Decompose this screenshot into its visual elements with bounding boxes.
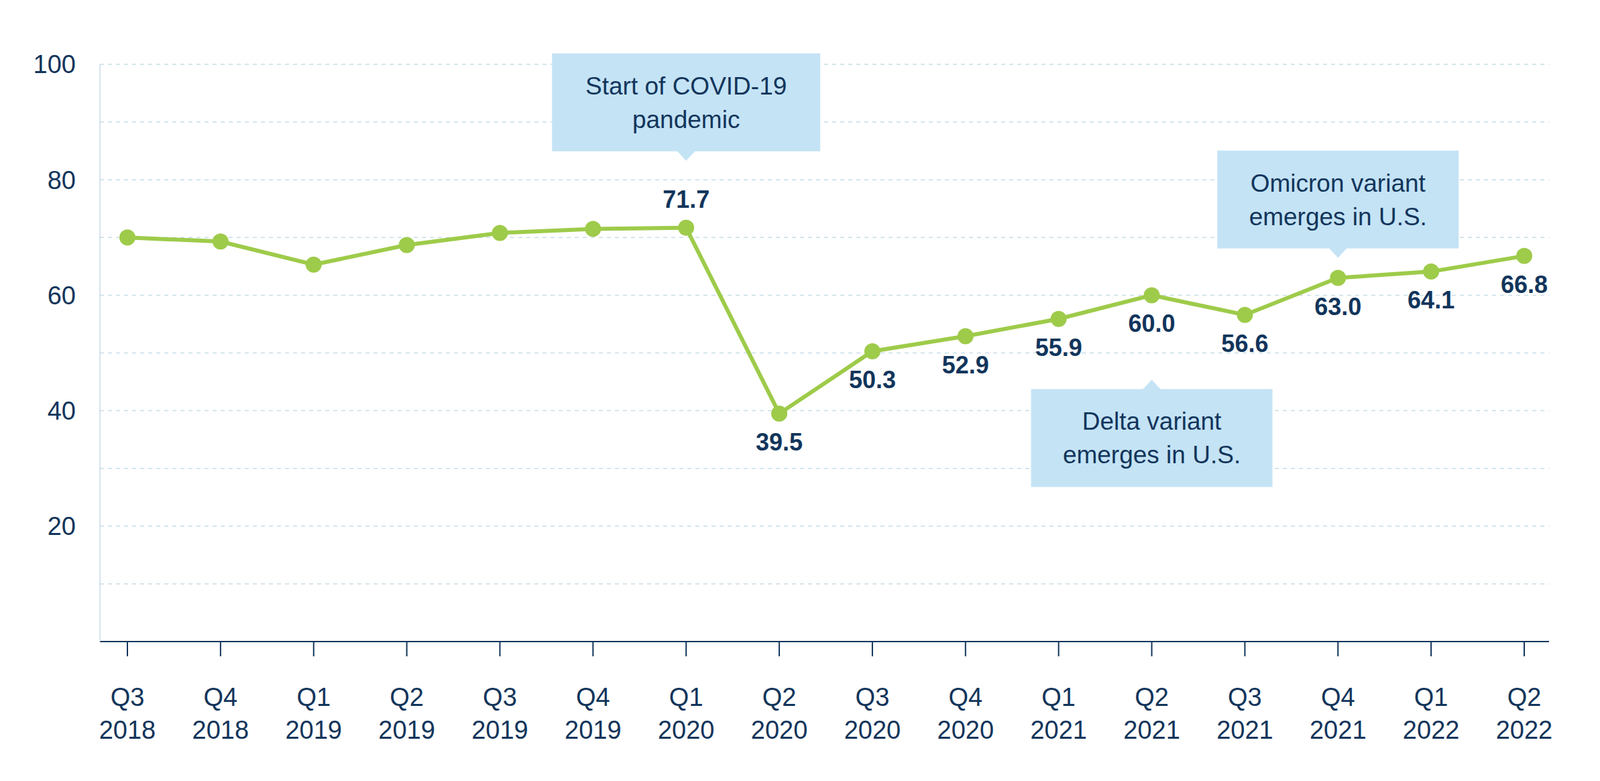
svg-text:Q12021: Q12021	[1030, 683, 1088, 745]
svg-text:Q32021: Q32021	[1216, 683, 1274, 745]
svg-text:Q42018: Q42018	[192, 683, 250, 745]
svg-text:Q42020: Q42020	[937, 683, 995, 745]
svg-text:Q22021: Q22021	[1123, 683, 1181, 745]
svg-text:Q32020: Q32020	[844, 683, 902, 745]
svg-text:80: 80	[47, 166, 76, 195]
svg-text:Q12022: Q12022	[1402, 683, 1460, 745]
svg-text:60: 60	[47, 281, 76, 310]
svg-text:Delta variantemerges in U.S.: Delta variantemerges in U.S.	[1062, 407, 1241, 469]
svg-text:63.0: 63.0	[1314, 293, 1362, 321]
svg-text:55.9: 55.9	[1035, 333, 1083, 362]
svg-text:Start of COVID-19pandemic: Start of COVID-19pandemic	[585, 72, 787, 134]
svg-text:40: 40	[47, 396, 76, 426]
svg-text:64.1: 64.1	[1407, 286, 1455, 314]
svg-text:71.7: 71.7	[662, 185, 710, 214]
svg-text:50.3: 50.3	[848, 366, 896, 394]
svg-text:Q22019: Q22019	[378, 683, 436, 745]
svg-text:Q42019: Q42019	[564, 683, 622, 745]
svg-text:66.8: 66.8	[1500, 270, 1548, 299]
svg-text:Q12019: Q12019	[284, 683, 342, 745]
svg-text:20: 20	[47, 512, 76, 541]
svg-text:60.0: 60.0	[1127, 309, 1175, 338]
svg-text:100: 100	[33, 50, 76, 79]
svg-text:52.9: 52.9	[942, 351, 990, 379]
svg-text:39.5: 39.5	[755, 428, 803, 456]
svg-text:Q22022: Q22022	[1496, 683, 1554, 745]
svg-text:Q32019: Q32019	[471, 683, 529, 745]
svg-text:Q32018: Q32018	[99, 683, 157, 745]
svg-text:Omicron variantemerges in U.S.: Omicron variantemerges in U.S.	[1249, 169, 1427, 231]
svg-text:56.6: 56.6	[1221, 329, 1269, 358]
svg-text:Q12020: Q12020	[657, 683, 715, 745]
svg-text:Q42021: Q42021	[1309, 683, 1367, 745]
svg-text:Q22020: Q22020	[751, 683, 809, 745]
